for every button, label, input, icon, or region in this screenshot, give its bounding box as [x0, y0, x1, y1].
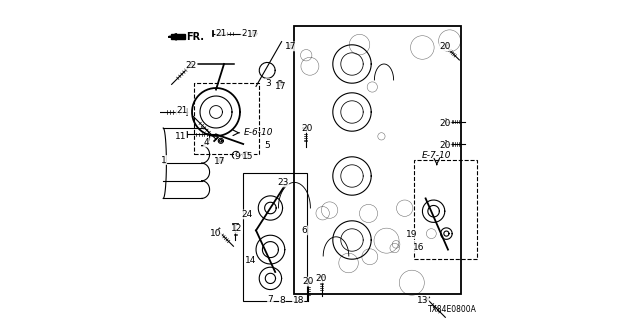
Text: 7: 7 — [268, 295, 273, 304]
Text: 8: 8 — [280, 296, 285, 305]
Text: 17: 17 — [275, 82, 287, 91]
Text: 4: 4 — [204, 138, 209, 147]
Text: 12: 12 — [231, 224, 243, 233]
Text: 3: 3 — [266, 79, 271, 88]
Polygon shape — [172, 34, 185, 39]
Text: 24: 24 — [241, 210, 253, 219]
Text: 17: 17 — [285, 42, 297, 51]
Text: FR.: FR. — [186, 32, 204, 43]
Text: 21: 21 — [216, 29, 227, 38]
Bar — [193, 83, 259, 154]
Text: 21: 21 — [176, 106, 188, 115]
Text: 1: 1 — [161, 156, 166, 164]
Text: 20: 20 — [302, 277, 314, 286]
Text: 14: 14 — [244, 256, 256, 265]
Text: 13: 13 — [417, 296, 429, 305]
Text: 19: 19 — [406, 230, 418, 239]
Text: 5: 5 — [264, 141, 270, 150]
Text: 2: 2 — [241, 29, 246, 38]
Text: E-6-10: E-6-10 — [244, 128, 273, 137]
Text: E-7-10: E-7-10 — [422, 151, 452, 160]
Text: 20: 20 — [315, 274, 326, 283]
Text: 20: 20 — [301, 124, 313, 132]
Text: 15: 15 — [243, 152, 253, 161]
Text: 20: 20 — [440, 42, 451, 51]
Text: 17: 17 — [214, 157, 226, 166]
Text: 23: 23 — [278, 178, 289, 187]
Text: 6: 6 — [302, 226, 307, 235]
Text: TX84E0800A: TX84E0800A — [428, 305, 477, 314]
Text: 11: 11 — [175, 132, 186, 140]
Bar — [243, 173, 307, 301]
Text: 17: 17 — [247, 30, 259, 39]
Text: 18: 18 — [292, 296, 304, 305]
Bar — [415, 160, 477, 259]
Bar — [294, 26, 461, 294]
Text: 10: 10 — [211, 229, 221, 238]
Text: 9: 9 — [235, 152, 240, 161]
Text: 22: 22 — [186, 61, 197, 70]
Text: 20: 20 — [440, 119, 451, 128]
Text: 20: 20 — [440, 141, 451, 150]
Text: 16: 16 — [413, 243, 424, 252]
